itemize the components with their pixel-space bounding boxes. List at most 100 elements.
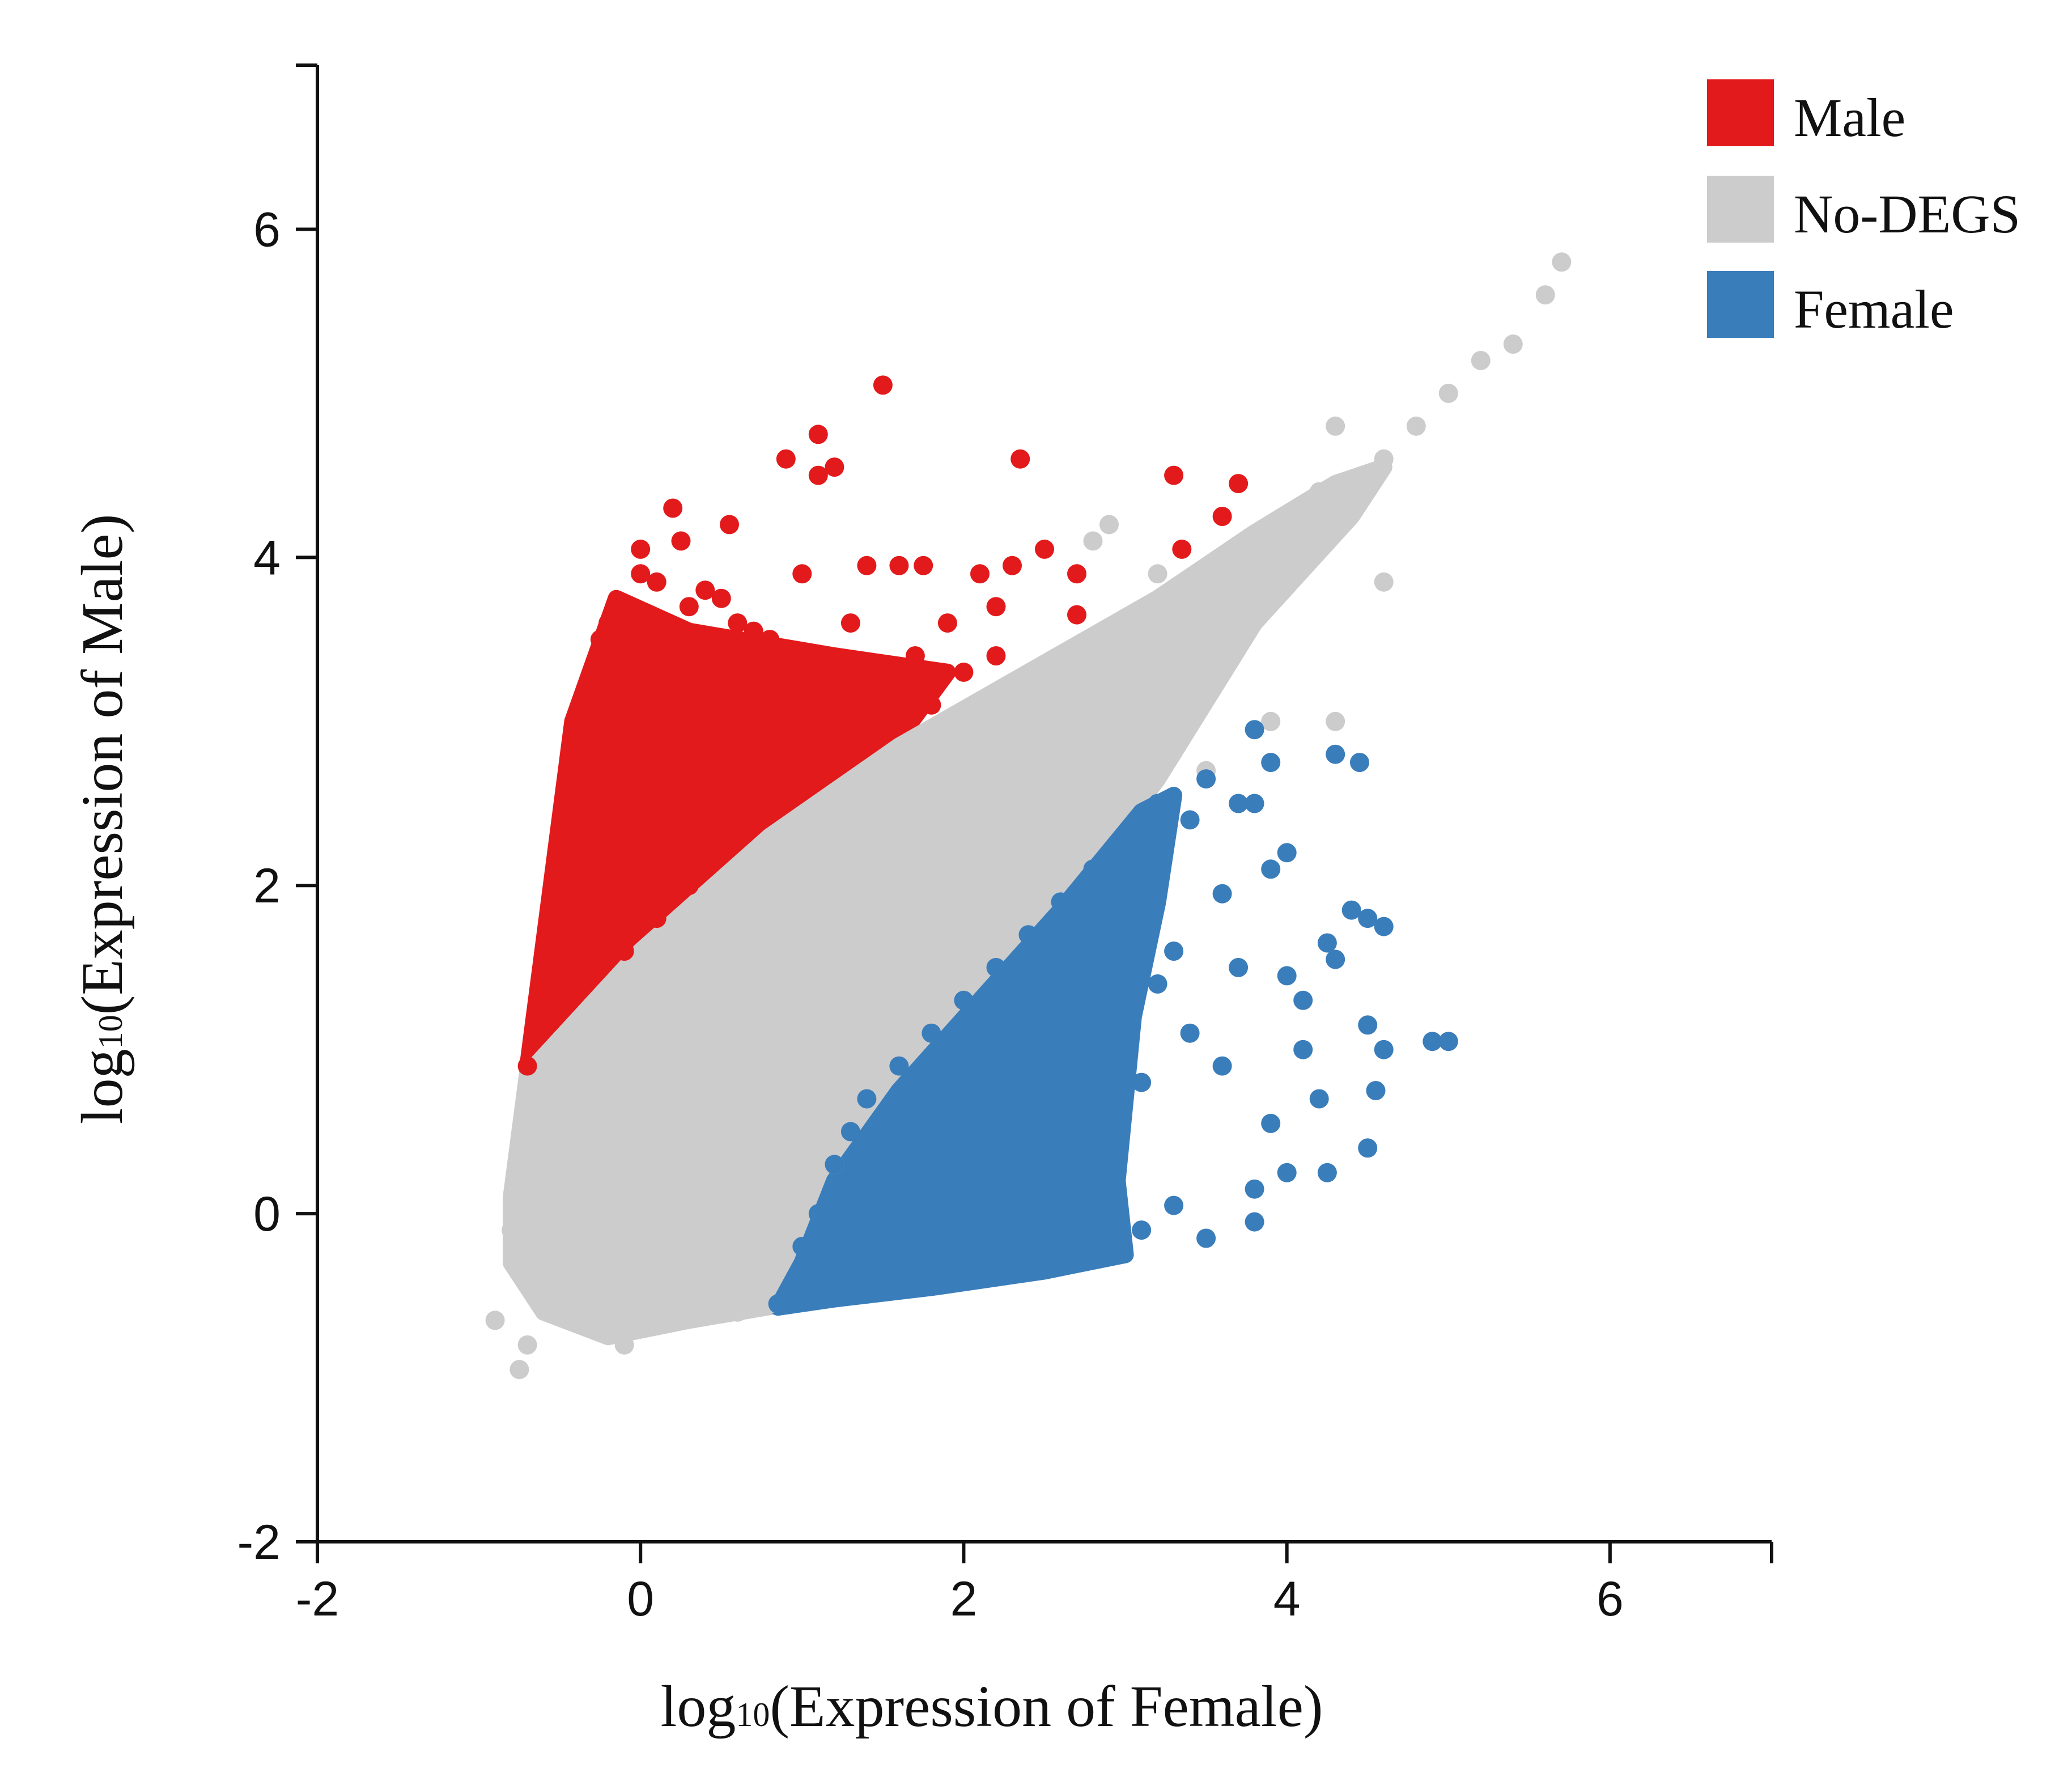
- legend-swatch-no-degs: [1707, 176, 1774, 243]
- x-tick-label: 4: [1273, 1572, 1301, 1626]
- point-no-degs: [566, 1237, 586, 1256]
- y-tick-label: 6: [253, 202, 281, 257]
- point-no-degs: [1245, 531, 1264, 551]
- point-no-degs: [1051, 662, 1071, 682]
- point-male: [1067, 564, 1086, 584]
- point-male: [808, 425, 828, 444]
- point-male: [728, 613, 748, 633]
- point-male: [590, 630, 610, 650]
- x-tick-label: 2: [950, 1572, 978, 1626]
- point-male: [517, 1056, 537, 1076]
- point-female: [825, 1155, 844, 1174]
- point-no-degs: [760, 1171, 780, 1191]
- point-female: [1326, 949, 1345, 969]
- point-no-degs: [825, 876, 844, 896]
- point-no-degs: [776, 974, 796, 994]
- point-female: [1035, 1056, 1054, 1076]
- y-tick-label: 2: [253, 859, 281, 913]
- y-axis-title-suffix: (Expression of Male): [70, 514, 135, 1015]
- point-female: [986, 1253, 1006, 1273]
- point-male: [744, 621, 763, 641]
- point-male: [534, 990, 554, 1010]
- point-male: [695, 580, 715, 600]
- point-male: [695, 810, 715, 830]
- point-female: [1051, 1237, 1071, 1256]
- point-male: [825, 711, 844, 731]
- point-male: [598, 613, 618, 633]
- point-male: [873, 375, 893, 395]
- point-no-degs: [1277, 548, 1297, 567]
- point-male: [954, 662, 974, 682]
- point-male: [647, 572, 666, 592]
- point-male: [631, 539, 651, 559]
- point-female: [1003, 1040, 1022, 1059]
- point-no-degs: [647, 1171, 666, 1191]
- y-tick-label: 0: [253, 1187, 281, 1241]
- point-no-degs: [954, 777, 974, 797]
- point-no-degs: [728, 892, 748, 912]
- y-tick-label: 4: [253, 531, 281, 585]
- x-tick-label: 6: [1597, 1572, 1624, 1626]
- point-female: [1180, 1023, 1200, 1043]
- point-no-degs: [1406, 416, 1426, 436]
- no-degs-density-region: [503, 459, 1392, 1346]
- point-no-degs: [1115, 630, 1135, 650]
- point-female: [970, 1072, 990, 1092]
- point-female: [1099, 1007, 1119, 1027]
- point-no-degs: [1309, 482, 1329, 502]
- point-no-degs: [582, 1204, 602, 1224]
- point-female: [1083, 942, 1103, 961]
- point-no-degs: [1341, 498, 1361, 518]
- point-male: [711, 588, 731, 608]
- point-female: [1099, 1204, 1119, 1224]
- point-no-degs: [631, 1040, 651, 1059]
- point-no-degs: [695, 1269, 715, 1289]
- point-no-degs: [1374, 572, 1394, 592]
- point-female: [1358, 1138, 1378, 1158]
- point-no-degs: [840, 909, 860, 928]
- point-male: [825, 457, 844, 477]
- point-male: [566, 728, 586, 748]
- point-no-degs: [1374, 449, 1394, 469]
- point-no-degs: [922, 744, 941, 764]
- point-no-degs: [566, 1072, 586, 1092]
- point-male: [631, 564, 651, 584]
- point-female: [1245, 1212, 1264, 1232]
- point-no-degs: [550, 1286, 570, 1305]
- point-no-degs: [922, 957, 941, 977]
- point-no-degs: [889, 826, 909, 846]
- x-axis-title: log10(Expression of Female): [660, 1674, 1323, 1739]
- point-male: [760, 630, 780, 650]
- point-no-degs: [550, 1155, 570, 1174]
- point-male: [905, 646, 925, 665]
- y-axis-title-prefix: log: [70, 1049, 135, 1124]
- point-female: [1245, 720, 1264, 740]
- point-female: [1358, 909, 1378, 928]
- point-no-degs: [1083, 531, 1103, 551]
- point-no-degs: [517, 1335, 537, 1355]
- point-female: [1148, 794, 1167, 813]
- point-male: [792, 564, 812, 584]
- point-female: [1261, 753, 1281, 773]
- point-female: [1148, 974, 1167, 994]
- point-female: [1423, 1032, 1442, 1051]
- point-no-degs: [598, 1253, 618, 1273]
- point-male: [857, 662, 877, 682]
- point-female: [889, 1056, 909, 1076]
- point-female: [768, 1294, 788, 1314]
- point-female: [1083, 859, 1103, 879]
- point-female: [1115, 826, 1135, 846]
- point-no-degs: [808, 990, 828, 1010]
- point-male: [647, 909, 666, 928]
- point-no-degs: [631, 1318, 651, 1338]
- point-no-degs: [1180, 580, 1200, 600]
- point-female: [1277, 966, 1297, 986]
- point-no-degs: [792, 843, 812, 863]
- point-female: [986, 957, 1006, 977]
- point-male: [986, 597, 1006, 617]
- point-no-degs: [695, 974, 715, 994]
- point-female: [857, 1089, 877, 1109]
- point-female: [1115, 909, 1135, 928]
- point-female: [1326, 744, 1345, 764]
